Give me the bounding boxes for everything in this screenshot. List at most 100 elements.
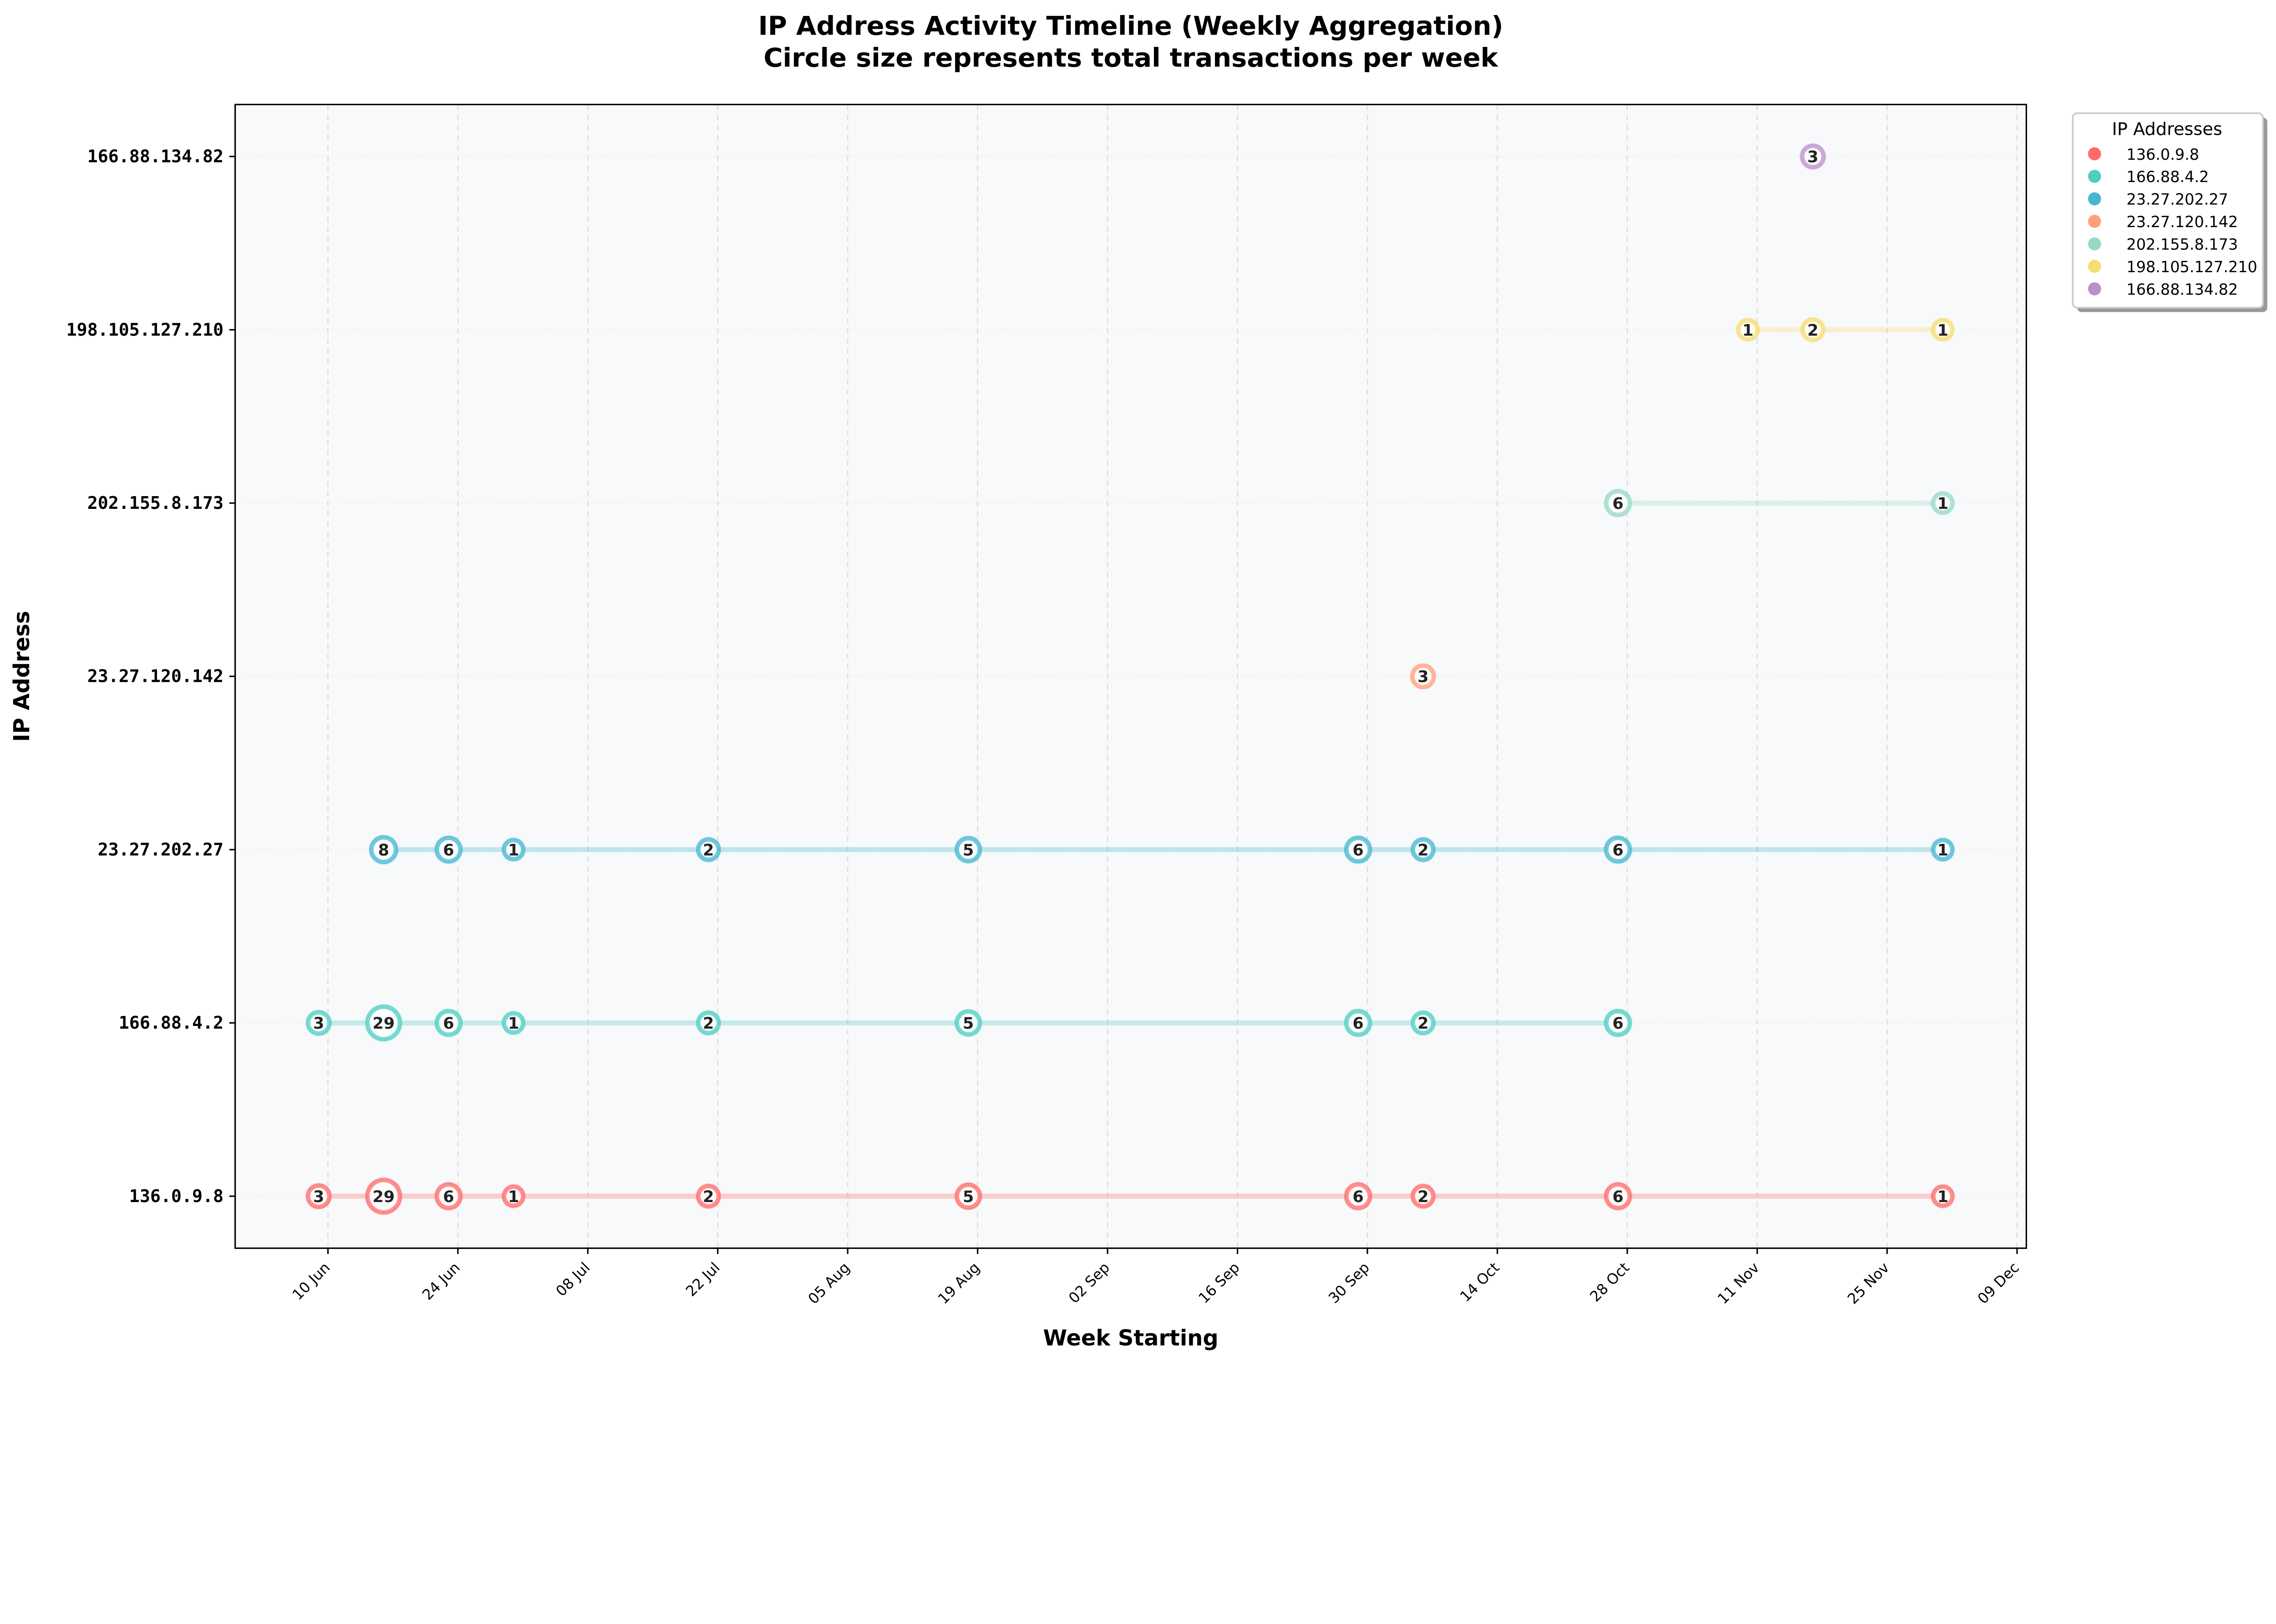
data-point: 2 [695,1010,722,1036]
data-point-marker [1344,1009,1372,1037]
data-point-marker [434,1009,463,1037]
data-point-marker [434,836,463,864]
x-tick-label: 28 Oct [1586,1259,1633,1305]
data-point-label: 5 [963,1014,974,1033]
data-point-label: 1 [1743,321,1753,340]
data-point-marker [1411,837,1436,862]
data-point-marker [1931,1184,1955,1208]
data-point: 1 [501,837,526,862]
data-point-marker [434,1182,463,1210]
data-point: 2 [1799,316,1826,343]
data-point: 5 [954,1009,983,1037]
data-point: 6 [434,1182,463,1211]
data-point: 3 [305,1182,332,1210]
data-point: 6 [1343,835,1373,864]
data-point-label: 6 [1352,1014,1363,1033]
data-point: 2 [695,1183,722,1209]
data-point-marker [305,1183,332,1209]
legend-marker [2088,147,2101,161]
y-axis-label: IP Address [10,611,35,742]
data-point-label: 1 [1937,1188,1948,1206]
data-point: 5 [954,1182,983,1211]
data-point: 5 [954,835,983,864]
data-point-marker [502,838,525,862]
data-point: 2 [695,837,722,863]
data-point-marker [1800,143,1826,169]
x-tick-label: 30 Sep [1325,1259,1373,1307]
data-point-marker [365,1005,402,1041]
legend-marker [2088,170,2101,183]
data-point: 6 [1343,1008,1373,1038]
y-tick-label: 202.155.8.173 [87,493,224,513]
data-point: 6 [1603,488,1633,518]
data-point-marker [369,835,398,864]
data-point-label: 6 [1352,1188,1363,1206]
data-point-label: 8 [378,841,389,859]
x-tick-label: 10 Jun [289,1259,334,1304]
x-tick-label: 08 Jul [552,1259,593,1300]
x-tick-label: 02 Sep [1065,1259,1113,1307]
data-point-label: 1 [1937,494,1948,513]
data-point-marker [502,1011,525,1035]
legend-label: 166.88.4.2 [2127,168,2209,186]
x-tick-label: 25 Nov [1844,1259,1893,1308]
x-tick-label: 22 Jul [682,1259,723,1300]
chart-title: IP Address Activity Timeline (Weekly Agg… [758,11,1504,41]
data-point: 3 [1799,143,1827,170]
x-tick-label: 05 Aug [805,1259,854,1308]
y-tick-label: 166.88.4.2 [119,1013,224,1033]
data-point: 1 [1930,1183,1956,1209]
data-point-marker [1604,489,1632,517]
data-point-marker [1411,1010,1436,1035]
data-point: 6 [1603,1182,1633,1211]
chart-subtitle: Circle size represents total transaction… [763,43,1499,73]
data-point-label: 1 [508,841,519,859]
data-point-marker [696,1184,721,1209]
data-points: 3 29 6 1 2 5 6 2 6 1 3 29 6 1 2 5 6 2 6 8 6 1 2 5 6 2 6 1 3 6 1 1 2 1 3 [305,143,1956,1216]
legend-label: 136.0.9.8 [2127,146,2200,163]
data-point-marker [696,1010,721,1035]
data-point: 3 [305,1009,332,1037]
y-tick-label: 136.0.9.8 [129,1186,224,1207]
data-point-label: 1 [508,1188,519,1206]
data-point: 2 [1410,837,1436,863]
data-point-label: 5 [963,841,974,859]
x-axis: 10 Jun 24 Jun 08 Jul 22 Jul 05 Aug 19 Aug 02 S… [289,1248,2022,1308]
legend: IP Addresses 136.0.9.8 166.88.4.2 23.27.20… [2072,112,2267,312]
data-point: 1 [1735,317,1761,342]
x-tick-label: 19 Aug [935,1259,983,1308]
data-point-label: 1 [1937,841,1948,859]
data-point-label: 2 [1417,841,1428,859]
x-tick-label: 14 Oct [1457,1259,1503,1305]
data-point: 2 [1410,1010,1436,1036]
data-point-marker [1931,318,1955,342]
data-point-label: 3 [313,1188,324,1206]
y-tick-label: 23.27.120.142 [87,666,224,687]
data-point-marker [305,1010,332,1036]
x-tick-label: 24 Jun [419,1259,463,1304]
y-tick-label: 166.88.134.82 [87,147,224,167]
data-point-marker [1931,838,1955,862]
data-point-label: 2 [703,841,714,859]
data-point: 6 [434,1008,463,1038]
chart: IP Address Activity Timeline (Weekly Agg… [10,11,2267,1351]
data-point-label: 3 [1417,668,1428,686]
data-point: 1 [1930,837,1956,862]
data-point-marker [502,1184,525,1208]
data-point-marker [1604,1182,1632,1210]
data-point-label: 5 [963,1188,974,1206]
data-point-label: 1 [508,1014,519,1033]
data-point-label: 3 [1807,148,1818,167]
data-point-label: 2 [703,1014,714,1033]
data-point: 29 [364,1177,403,1216]
data-point: 1 [1930,490,1956,516]
data-point-marker [365,1177,402,1215]
legend-marker [2088,214,2101,228]
x-tick-label: 09 Dec [1974,1259,2022,1307]
data-point: 6 [1603,835,1633,864]
x-tick-label: 16 Sep [1195,1259,1243,1307]
data-point-label: 6 [443,841,454,859]
data-point-label: 2 [1417,1014,1428,1033]
y-tick-label: 198.105.127.210 [66,320,224,340]
data-point-marker [1604,836,1632,864]
